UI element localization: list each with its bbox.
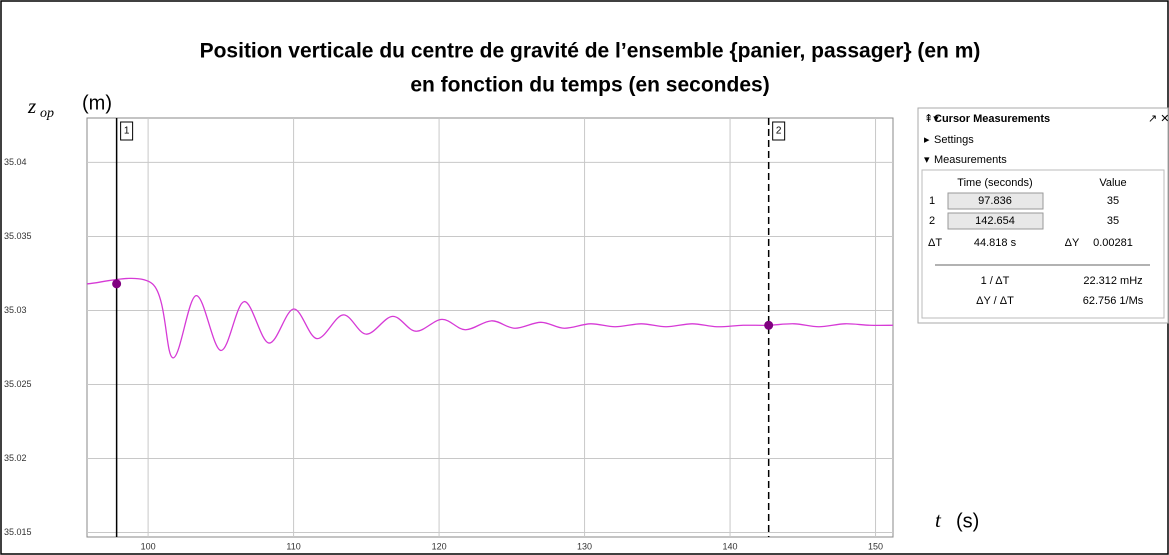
derived-value: 22.312 mHz: [1083, 275, 1142, 287]
time-value: 97.836: [978, 195, 1012, 207]
y-tick-label: 35.015: [4, 527, 32, 537]
header: Time (seconds): [957, 177, 1032, 189]
panel-title: Cursor Measurements: [934, 113, 1050, 125]
y-label: z: [27, 94, 36, 118]
delta: ΔT: [928, 237, 942, 249]
time-field[interactable]: [947, 212, 1044, 230]
panel-close[interactable]: ↗ ✕: [1148, 113, 1169, 125]
y-tick-label: 35.025: [4, 379, 32, 389]
x-tick-label: 120: [432, 541, 447, 551]
y-label-sub: op: [40, 106, 54, 121]
cursor-tag[interactable]: [772, 121, 786, 141]
delta: ΔY: [1065, 237, 1080, 249]
chart-title: Position verticale du centre de gravité …: [200, 40, 981, 63]
data-line: [86, 277, 894, 359]
settings-toggle[interactable]: ▸: [924, 134, 930, 146]
measurements-toggle[interactable]: ▾: [924, 154, 930, 166]
x-tick-label: 150: [868, 541, 883, 551]
header: Value: [1099, 177, 1126, 189]
y-tick-label: 35.03: [4, 305, 27, 315]
y-value: 35: [1107, 215, 1119, 227]
cursor-point: [764, 320, 774, 330]
y-label-unit: (m): [82, 92, 112, 114]
plot-area: [86, 117, 894, 538]
panel-pin[interactable]: ⇞▾: [924, 113, 939, 125]
delta: 44.818 s: [974, 237, 1017, 249]
row-index: 2: [929, 215, 935, 227]
y-tick-label: 35.04: [4, 157, 27, 167]
cursor-point: [112, 279, 122, 289]
y-tick-label: 35.035: [4, 231, 32, 241]
cursor-label: 2: [776, 126, 782, 137]
derived-name: 1 / ΔT: [981, 275, 1010, 287]
y-tick-label: 35.02: [4, 453, 27, 463]
time-value: 142.654: [975, 215, 1015, 227]
chart-subtitle: en fonction du temps (en secondes): [410, 74, 769, 97]
delta: 0.00281: [1093, 237, 1133, 249]
x-tick-label: 100: [141, 541, 156, 551]
derived-name: ΔY / ΔT: [976, 295, 1014, 307]
cursor-label: 1: [124, 126, 130, 137]
measurements[interactable]: Measurements: [934, 154, 1007, 166]
x-tick-label: 140: [723, 541, 738, 551]
row-index: 1: [929, 195, 935, 207]
x-tick-label: 130: [577, 541, 592, 551]
x-tick-label: 110: [286, 541, 300, 551]
y-value: 35: [1107, 195, 1119, 207]
x-label: t: [935, 508, 942, 532]
settings[interactable]: Settings: [934, 134, 974, 146]
derived-value: 62.756 1/Ms: [1083, 295, 1144, 307]
time-field[interactable]: [947, 192, 1044, 210]
cursor-tag[interactable]: [120, 121, 134, 141]
x-label-unit: (s): [956, 510, 979, 532]
